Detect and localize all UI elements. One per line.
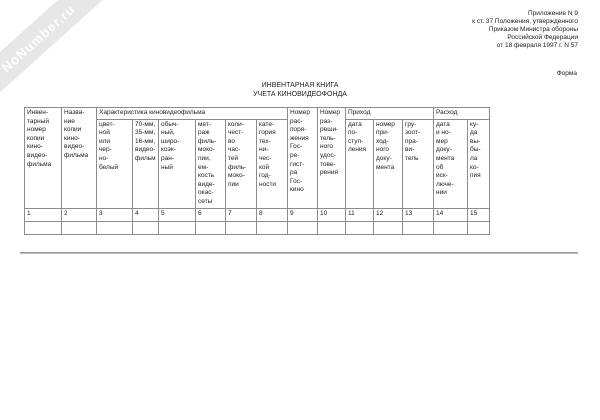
col-number-2: 2	[61, 207, 97, 222]
page-title-line2: УЧЕТА КИНОВИДЕОФОНДА	[253, 91, 347, 98]
empty-cell	[256, 220, 288, 235]
empty-cell	[96, 220, 133, 235]
col-number-13: 13	[402, 207, 434, 222]
col-header-10: Номер раз- реши- тель- ного удос- тове- …	[317, 107, 346, 209]
note-line: к ст. 37 Положения, утвержденного	[472, 18, 578, 25]
empty-cell	[287, 220, 318, 235]
col-header-11: дата по- ступ- ления	[345, 118, 374, 209]
col-number-12: 12	[373, 207, 403, 222]
empty-cell	[61, 220, 97, 235]
table-group-row: Инвен- тарный номер копии кино- видео- ф…	[24, 107, 490, 209]
col-header-13: гру- зоот- пра- ви- тель	[402, 118, 434, 209]
note-line: Российской Федерации	[507, 34, 578, 41]
empty-cell	[225, 220, 257, 235]
col-header-5: обыч- ный, широ- коэк- ран- ный	[158, 118, 196, 209]
col-number-11: 11	[345, 207, 374, 222]
empty-cell	[158, 220, 196, 235]
col-header-9: Номер рас- поря- жения Гос- ре- гист- ра…	[287, 107, 318, 209]
group-header-rashod: Расход	[433, 107, 490, 120]
inventory-table: Инвен- тарный номер копии кино- видео- ф…	[24, 107, 490, 235]
col-number-5: 5	[158, 207, 196, 222]
note-line: Приказом Министра обороны	[488, 26, 578, 33]
col-header-12: номер при- ход- ного доку- мента	[373, 118, 403, 209]
group-header-prihod: Приход	[345, 107, 434, 120]
col-number-6: 6	[195, 207, 226, 222]
empty-cell	[402, 220, 434, 235]
note-line: от 18 февраля 1997 г. N 57	[496, 42, 578, 49]
note-line: Приложение N 9	[527, 10, 578, 17]
empty-cell	[317, 220, 346, 235]
empty-cell	[373, 220, 403, 235]
table-number-row: 1 2 3 4 5 6 7 8 9 10 11 12 13 14 15	[24, 207, 490, 222]
col-header-14: дата и но- мер доку- мента об иск- люче-…	[433, 118, 468, 209]
page-title: ИНВЕНТАРНАЯ КНИГА УЧЕТА КИНОВИДЕОФОНДА	[0, 81, 600, 99]
legal-note: Приложение N 9 к ст. 37 Положения, утвер…	[472, 10, 578, 50]
table-empty-row	[24, 220, 490, 235]
col-header-2: Назва- ние копии кино- видео- фильма	[61, 107, 97, 209]
table-subheader-row: цвет- ной или чер- но- белый 70-мм, 35-м…	[25, 118, 490, 209]
col-header-7: коли- чест- во час- тей филь- моко- пии	[225, 118, 257, 209]
col-header-15: ку- да вы- бы- ла ко- пия	[467, 118, 490, 209]
col-header-8: кате- гория тех- ни- чес- кой год- ности	[256, 118, 288, 209]
col-number-3: 3	[96, 207, 133, 222]
col-number-8: 8	[256, 207, 288, 222]
col-header-6: мет- раж филь- моко- пии, ем- кость виде…	[195, 118, 226, 209]
col-number-4: 4	[132, 207, 159, 222]
empty-cell	[345, 220, 374, 235]
watermark-text: NoNumber.ru	[0, 1, 78, 75]
col-number-1: 1	[24, 207, 62, 222]
form-label: Форма	[556, 70, 577, 77]
empty-cell	[195, 220, 226, 235]
empty-cell	[433, 220, 468, 235]
col-number-9: 9	[287, 207, 318, 222]
col-header-1: Инвен- тарный номер копии кино- видео- ф…	[24, 107, 62, 209]
page-title-line1: ИНВЕНТАРНАЯ КНИГА	[261, 82, 339, 89]
col-number-10: 10	[317, 207, 346, 222]
empty-cell	[467, 220, 490, 235]
empty-cell	[24, 220, 62, 235]
group-header-characteristics: Характеристика киновидеофильма	[96, 107, 288, 120]
horizontal-rule	[20, 252, 578, 254]
col-header-3: цвет- ной или чер- но- белый	[96, 118, 133, 209]
col-number-14: 14	[433, 207, 468, 222]
col-header-4: 70-мм, 35-мм, 16-мм, видео- фильм	[132, 118, 159, 209]
col-number-15: 15	[467, 207, 490, 222]
empty-cell	[132, 220, 159, 235]
col-number-7: 7	[225, 207, 257, 222]
